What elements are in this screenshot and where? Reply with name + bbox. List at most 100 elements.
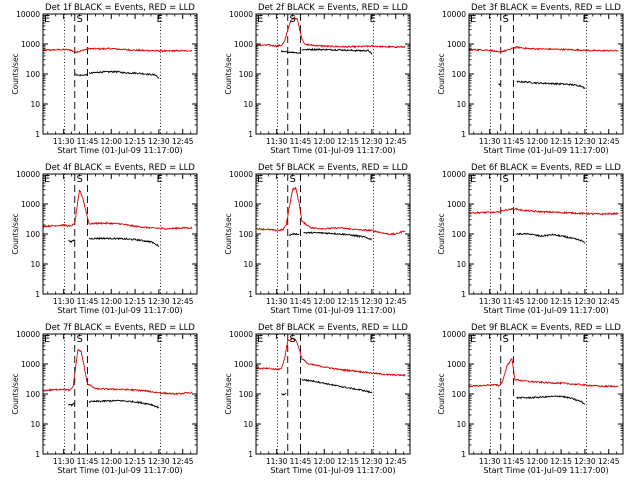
end-marker-label: E	[582, 14, 588, 25]
x-axis-label: Start Time (01-Jul-09 11:17:00)	[270, 306, 395, 315]
x-tick-label: 12:30	[361, 457, 383, 466]
lld-series-line	[469, 207, 619, 216]
y-tick-label: 1	[248, 450, 253, 459]
x-tick-label: 12:30	[361, 137, 383, 146]
events-series-line	[281, 392, 287, 396]
lld-series-line	[43, 47, 193, 54]
x-tick-label: 12:30	[361, 297, 383, 306]
x-tick-label: 11:30	[266, 297, 288, 306]
data-layer	[256, 334, 406, 454]
saa-marker-label: S	[503, 14, 509, 25]
events-series-line	[280, 50, 301, 54]
panel-title: Det 5f BLACK = Events, RED = LLD	[258, 163, 408, 173]
panel-title: Det 7f BLACK = Events, RED = LLD	[45, 323, 195, 333]
plot-frame	[468, 13, 624, 135]
start-marker-label: E	[44, 174, 50, 185]
events-series-line	[75, 73, 88, 77]
x-tick-label: 12:15	[550, 457, 572, 466]
events-series-line	[301, 378, 373, 394]
panel-5: Det 5f BLACK = Events, RED = LLD 1 10 100 10…	[224, 163, 411, 315]
y-tick-label: 1000	[447, 360, 466, 369]
panel-title: Det 3f BLACK = Events, RED = LLD	[471, 3, 621, 13]
y-tick-label: 1000	[21, 360, 40, 369]
x-axis-label: Start Time (01-Jul-09 11:17:00)	[57, 466, 182, 475]
x-tick-label: 12:00	[526, 457, 548, 466]
x-tick-label: 11:45	[290, 297, 312, 306]
x-tick-label: 12:30	[574, 297, 596, 306]
x-tick-label: 11:30	[266, 457, 288, 466]
y-axis-label: Counts/sec	[11, 53, 20, 94]
y-tick-label: 10	[30, 260, 40, 269]
x-tick-label: 11:45	[290, 457, 312, 466]
lld-series-line	[256, 186, 406, 236]
x-tick-label: 11:45	[77, 137, 99, 146]
data-layer	[469, 174, 619, 294]
plot-frame	[42, 13, 198, 135]
events-series-line	[498, 83, 501, 86]
y-axis-label: Counts/sec	[11, 373, 20, 414]
saa-marker-label: S	[77, 14, 83, 25]
data-layer	[256, 14, 406, 134]
y-tick-label: 1	[248, 290, 253, 299]
x-tick-label: 12:00	[100, 457, 122, 466]
events-series-line	[516, 232, 585, 244]
x-tick-label: 12:15	[124, 297, 146, 306]
x-axis-label: Start Time (01-Jul-09 11:17:00)	[270, 466, 395, 475]
x-tick-label: 12:45	[172, 137, 194, 146]
x-tick-label: 11:30	[479, 137, 501, 146]
x-tick-label: 12:15	[550, 297, 572, 306]
panel-title: Det 9f BLACK = Events, RED = LLD	[471, 323, 621, 333]
y-tick-label: 10	[456, 420, 466, 429]
y-tick-label: 100	[452, 70, 467, 79]
end-marker-label: E	[369, 14, 375, 25]
events-series-line	[303, 231, 373, 241]
data-layer	[256, 174, 406, 294]
y-axis-label: Counts/sec	[437, 53, 446, 94]
x-axis-label: Start Time (01-Jul-09 11:17:00)	[270, 146, 395, 155]
y-tick-label: 1000	[21, 200, 40, 209]
x-tick-label: 12:00	[526, 297, 548, 306]
end-marker-label: E	[156, 14, 162, 25]
y-axis-label: Counts/sec	[224, 213, 233, 254]
panel-8: Det 8f BLACK = Events, RED = LLD 1 10 100 10…	[224, 323, 411, 475]
y-tick-label: 100	[26, 390, 41, 399]
lld-series-line	[43, 189, 193, 231]
x-tick-label: 12:45	[598, 137, 620, 146]
events-series-line	[88, 236, 160, 248]
y-tick-label: 10	[30, 420, 40, 429]
plot-frame	[255, 333, 411, 455]
y-tick-label: 10	[243, 100, 253, 109]
x-tick-label: 12:00	[100, 297, 122, 306]
y-tick-label: 10000	[16, 330, 40, 339]
x-tick-label: 12:45	[598, 457, 620, 466]
panel-title: Det 6f BLACK = Events, RED = LLD	[471, 163, 621, 173]
start-marker-label: E	[44, 334, 50, 345]
end-marker-label: E	[156, 174, 162, 185]
y-axis-label: Counts/sec	[11, 213, 20, 254]
x-tick-label: 12:15	[337, 457, 359, 466]
y-tick-label: 1000	[234, 360, 253, 369]
y-tick-label: 1	[461, 450, 466, 459]
panel-2: Det 2f BLACK = Events, RED = LLD 1 10 100 10…	[224, 3, 411, 155]
events-series-line	[288, 232, 300, 237]
panel-4: Det 4f BLACK = Events, RED = LLD 1 10 100 10…	[11, 163, 198, 315]
panel-title: Det 8f BLACK = Events, RED = LLD	[258, 323, 408, 333]
y-tick-label: 1000	[21, 40, 40, 49]
panel-9: Det 9f BLACK = Events, RED = LLD 1 10 100 10…	[437, 323, 624, 475]
end-marker-label: E	[369, 334, 375, 345]
x-tick-label: 11:45	[290, 137, 312, 146]
x-tick-label: 11:30	[479, 457, 501, 466]
x-tick-label: 12:45	[172, 297, 194, 306]
saa-marker-label: S	[503, 334, 509, 345]
y-tick-label: 10	[243, 260, 253, 269]
x-tick-label: 11:30	[53, 297, 75, 306]
start-marker-label: E	[470, 174, 476, 185]
panel-title: Det 2f BLACK = Events, RED = LLD	[258, 3, 408, 13]
y-tick-label: 100	[239, 230, 254, 239]
end-marker-label: E	[369, 174, 375, 185]
x-tick-label: 11:30	[53, 137, 75, 146]
x-tick-label: 11:45	[77, 297, 99, 306]
events-series-line	[499, 237, 502, 240]
x-axis-label: Start Time (01-Jul-09 11:17:00)	[483, 146, 608, 155]
saa-marker-label: S	[503, 174, 509, 185]
